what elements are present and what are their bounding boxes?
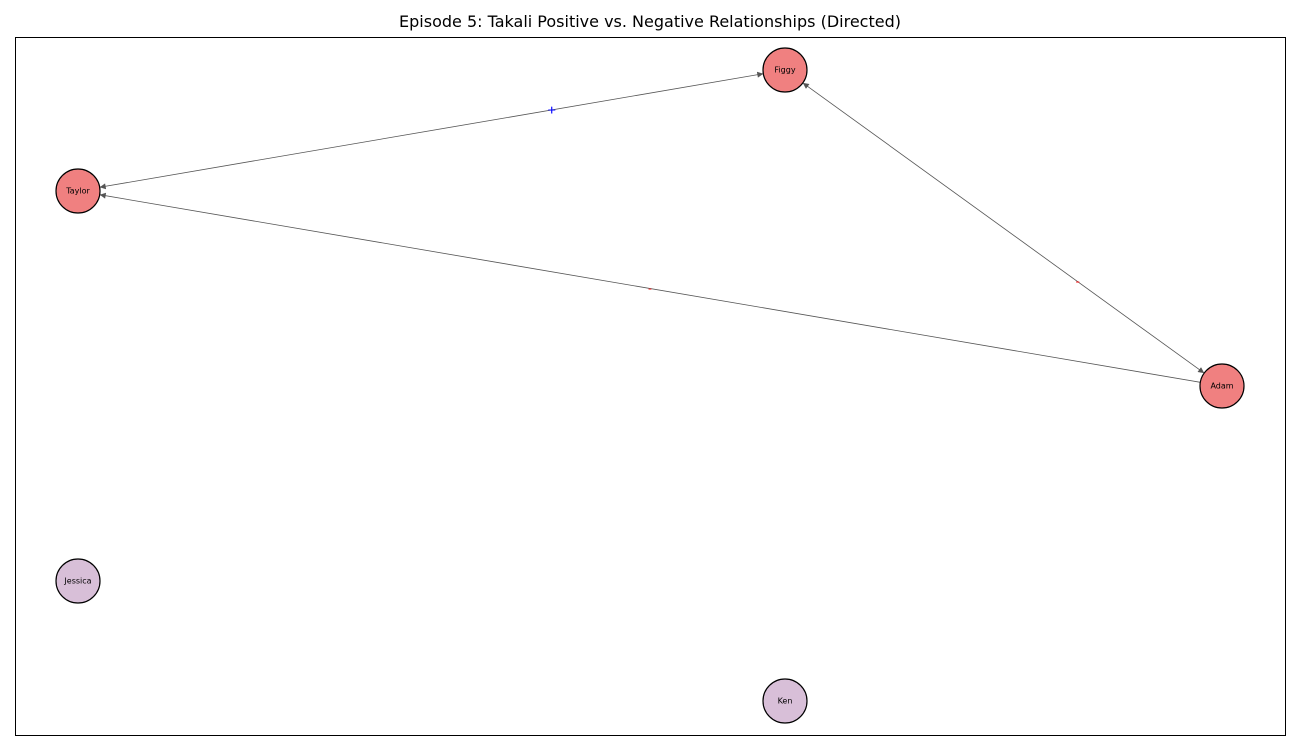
node-circle-figgy (762, 47, 808, 93)
figure-title: Episode 5: Takali Positive vs. Negative … (399, 12, 901, 31)
edge-adam-figgy (802, 82, 1205, 374)
node-label-ken: Ken (778, 697, 793, 706)
node-ken: Ken (762, 678, 808, 724)
edge-label-taylor-figgy: + (547, 103, 556, 116)
node-circle-taylor (55, 168, 101, 214)
node-label-figgy: Figgy (774, 66, 795, 75)
edges-layer: ++--- (99, 71, 1205, 383)
node-label-adam: Adam (1210, 382, 1233, 391)
node-taylor: Taylor (55, 168, 101, 214)
edge-label-adam-taylor: - (648, 282, 652, 295)
node-figgy: Figgy (762, 47, 808, 93)
node-label-taylor: Taylor (65, 187, 90, 196)
edge-taylor-figgy (99, 71, 764, 190)
edge-adam-taylor (99, 192, 1201, 383)
node-adam: Adam (1199, 363, 1245, 409)
plot-frame (15, 37, 1286, 736)
node-circle-jessica (55, 558, 101, 604)
edge-label-adam-figgy: - (1076, 275, 1080, 288)
node-circle-adam (1199, 363, 1245, 409)
node-circle-ken (762, 678, 808, 724)
node-jessica: Jessica (55, 558, 101, 604)
node-label-jessica: Jessica (63, 577, 91, 586)
nodes-layer: Figgy Taylor Adam Jessica Ken (55, 47, 1245, 724)
edge-label-figgy-taylor: + (547, 103, 556, 116)
edge-label-figgy-adam: - (1076, 275, 1080, 288)
